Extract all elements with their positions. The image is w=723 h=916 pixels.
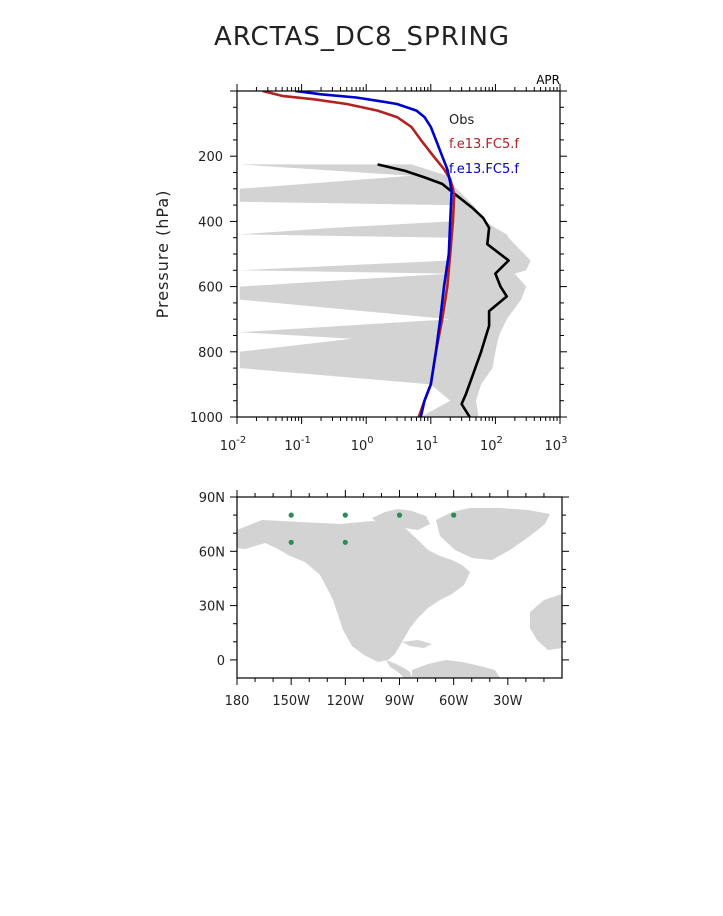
lon-tick-label: 60W <box>439 694 469 709</box>
location-map: 180 150W 120W 90W 60W 30W 0 30N 60N 90N <box>199 490 569 709</box>
y-tick-label: 1000 <box>190 411 223 426</box>
site-point <box>342 539 348 545</box>
x-tick-label: 103 <box>545 435 568 454</box>
y-tick-label: 400 <box>198 215 223 230</box>
y-tick-label: 200 <box>198 150 223 165</box>
lat-tick-label: 60N <box>199 545 225 560</box>
south-america-landmass <box>412 660 500 678</box>
x-tick-label: 102 <box>480 435 503 454</box>
site-point <box>396 512 403 518</box>
x-tick-label: 10-1 <box>284 435 311 454</box>
site-point <box>342 512 348 518</box>
lon-tick-label: 180 <box>225 694 250 709</box>
y-tick-label: 800 <box>198 346 223 361</box>
obs-line <box>377 163 510 417</box>
site-point <box>288 512 294 518</box>
lon-tick-label: 120W <box>326 694 364 709</box>
model-2-line <box>295 91 453 417</box>
series-layer <box>262 91 510 417</box>
y-tick-label: 600 <box>198 281 223 296</box>
profile-ticks: 10-2 10-1 100 101 102 103 200 400 600 800 1000 <box>190 84 568 454</box>
lat-tick-label: 90N <box>199 491 225 506</box>
obs-range-layer <box>239 164 531 417</box>
x-tick-label: 101 <box>415 435 438 454</box>
x-tick-label: 100 <box>351 435 374 454</box>
site-point <box>288 539 294 545</box>
lat-tick-label: 30N <box>199 600 225 615</box>
lon-tick-label: 30W <box>493 694 523 709</box>
north-america-landmass <box>237 520 470 662</box>
profile-chart: 10-2 10-1 100 101 102 103 200 400 600 800 1000 APR… <box>153 73 567 454</box>
greenland-landmass <box>436 508 550 560</box>
site-point <box>451 512 457 518</box>
legend-entry-model-2: f.e13.FC5.f <box>449 162 519 177</box>
map-ticks: 180 150W 120W 90W 60W 30W 0 30N 60N 90N <box>199 490 569 709</box>
x-tick-label: 10-2 <box>220 435 247 454</box>
cuba-landmass <box>402 640 432 648</box>
land-layer <box>237 508 562 678</box>
legend-entry-model-1: f.e13.FC5.f <box>449 137 519 152</box>
site-points-layer <box>288 512 457 545</box>
lon-tick-label: 150W <box>272 694 310 709</box>
arctic-islands-landmass <box>372 509 430 530</box>
month-label: APR <box>536 73 560 87</box>
legend-entry-obs: Obs <box>449 113 474 128</box>
page-title: ARCTAS_DC8_SPRING <box>214 22 510 52</box>
lat-tick-label: 0 <box>217 654 225 669</box>
europe-landmass <box>530 594 562 650</box>
legend: Obs f.e13.FC5.f f.e13.FC5.f <box>449 113 519 177</box>
y-axis-label: Pressure (hPa) <box>153 190 172 319</box>
central-america-landmass <box>386 660 412 678</box>
obs-range-band <box>239 164 531 417</box>
lon-tick-label: 90W <box>385 694 415 709</box>
